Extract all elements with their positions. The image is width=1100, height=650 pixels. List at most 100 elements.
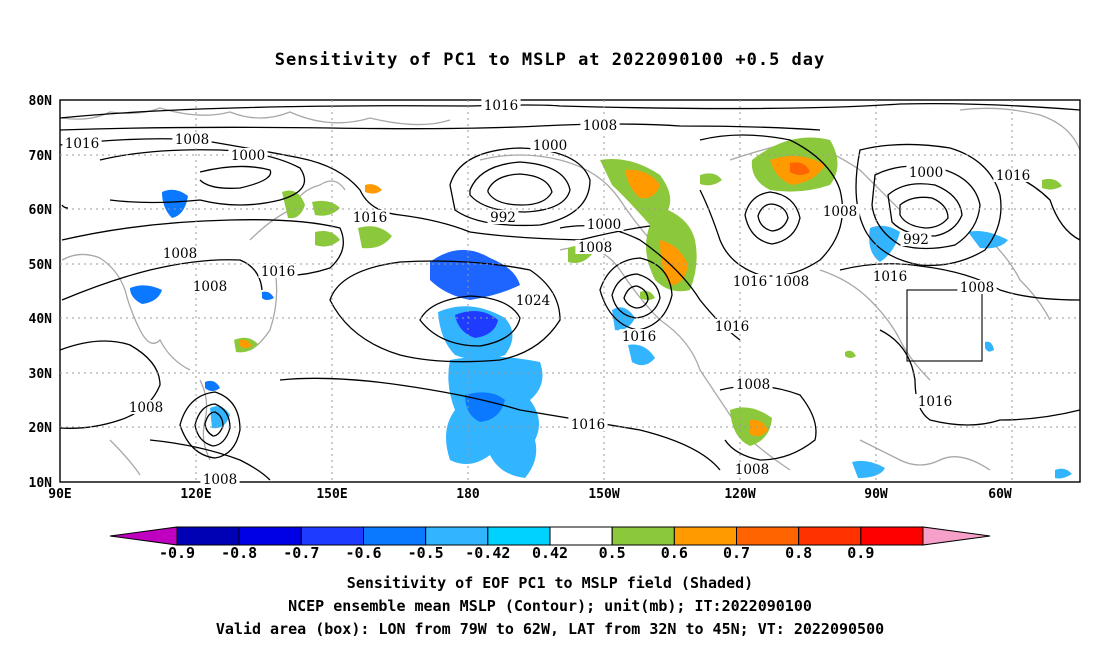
negative-region xyxy=(465,392,505,422)
positive-region xyxy=(700,173,722,186)
contour-label: 1016 xyxy=(65,136,99,152)
positive-region xyxy=(1042,178,1062,190)
lat-label: 70N xyxy=(29,149,53,164)
contour-label: 1008 xyxy=(175,132,209,148)
lat-label: 10N xyxy=(29,476,53,491)
contour-label: 1016 xyxy=(484,98,518,114)
lat-label: 50N xyxy=(29,258,53,273)
positive-region xyxy=(312,200,340,216)
colorbar-tick-label: 0.42 xyxy=(532,544,568,562)
contour-label: 1008 xyxy=(736,377,770,393)
negative-region xyxy=(968,231,1008,249)
colorbar-segment xyxy=(300,526,365,546)
contour-label-bg xyxy=(957,280,997,294)
colorbar: -0.9 -0.8 -0.7 -0.6 -0.5 -0.42 0.42 0.5 0.6 0.7 0.… xyxy=(109,526,991,562)
colorbar-min-arrow xyxy=(109,526,178,546)
colorbar-segment xyxy=(238,526,302,546)
positive-region xyxy=(845,350,856,358)
contour-label: 1016 xyxy=(733,274,767,290)
positive-region xyxy=(790,162,810,175)
caption-line-3: Valid area (box): LON from 79W to 62W, L… xyxy=(215,620,885,638)
contour-label: 1008 xyxy=(193,279,227,295)
colorbar-segment xyxy=(736,526,800,546)
lon-label: 120W xyxy=(724,487,755,502)
negative-region xyxy=(130,285,162,304)
lon-label: 150E xyxy=(316,487,347,502)
colorbar-tick-label: 0.8 xyxy=(785,544,812,562)
contour-label-bg xyxy=(126,400,166,414)
colorbar-segment xyxy=(549,526,613,546)
contour-label: 1008 xyxy=(203,472,237,488)
colorbar-tick-label: -0.9 xyxy=(159,544,195,562)
contour-label-bg xyxy=(487,210,519,224)
contour-label: 1008 xyxy=(578,240,612,256)
contour-label: 1008 xyxy=(735,462,769,478)
contour-label: 1008 xyxy=(775,274,809,290)
contour-label-bg xyxy=(160,246,200,260)
positive-region xyxy=(315,231,340,247)
contour-label-bg xyxy=(228,148,268,162)
contour-label-bg xyxy=(172,132,212,146)
contour-label-bg xyxy=(513,293,553,307)
contour-label-bg xyxy=(350,210,390,224)
contour-label-bg xyxy=(915,394,955,408)
contour-label-bg xyxy=(900,232,932,246)
contour-label: 1024 xyxy=(516,293,550,309)
contour-label-bg xyxy=(62,136,102,150)
colorbar-tick-label: -0.6 xyxy=(345,544,381,562)
contour-label-bg xyxy=(580,118,620,132)
negative-region xyxy=(852,460,885,478)
negative-region xyxy=(869,225,900,262)
contour-label: 1008 xyxy=(823,204,857,220)
caption-line-1: Sensitivity of EOF PC1 to MSLP field (Sh… xyxy=(346,574,754,592)
positive-region xyxy=(660,240,688,285)
lat-label: 60N xyxy=(29,203,53,218)
colorbar-segment xyxy=(487,526,551,546)
contour-label-bg xyxy=(730,274,770,288)
contour-label: 1008 xyxy=(163,246,197,262)
contour-label-bg xyxy=(190,279,230,293)
contour-label: 1016 xyxy=(873,269,907,285)
contour-label: 1000 xyxy=(533,138,567,154)
negative-region xyxy=(446,356,543,478)
contour-label: 1008 xyxy=(129,400,163,416)
contour-label-bg xyxy=(481,98,521,112)
colorbar-segment xyxy=(860,526,924,546)
contour-label-bg xyxy=(584,217,624,231)
contour-label: 1016 xyxy=(918,394,952,410)
contour-label: 992 xyxy=(490,210,516,226)
contour-label: 1016 xyxy=(571,417,605,433)
contour-label-bg xyxy=(732,462,772,476)
positive-region xyxy=(365,184,382,194)
colorbar-tick-label: 0.7 xyxy=(723,544,750,562)
negative-region xyxy=(262,291,274,300)
colorbar-tick-label: -0.5 xyxy=(408,544,444,562)
colorbar-tick-label: 0.9 xyxy=(847,544,874,562)
shaded-sensitivity xyxy=(130,137,1072,479)
positive-region xyxy=(750,419,768,437)
contour-label-bg xyxy=(712,319,752,333)
contour-label-bg xyxy=(200,472,240,486)
contour-label: 1016 xyxy=(996,168,1030,184)
map-title: Sensitivity of PC1 to MSLP at 2022090100… xyxy=(274,50,826,70)
contour-label-bg xyxy=(575,240,615,254)
lon-label: 60W xyxy=(988,487,1012,502)
colorbar-segment xyxy=(363,526,427,546)
negative-region xyxy=(162,189,188,218)
lat-axis: 80N 70N 60N 50N 40N 30N 20N 10N xyxy=(29,94,53,491)
contour-label: 1000 xyxy=(909,165,943,181)
valid-area-box xyxy=(906,289,983,362)
colorbar-segment xyxy=(176,526,240,546)
contour-label-bg xyxy=(530,138,570,152)
negative-region xyxy=(1055,468,1072,479)
lon-label: 90W xyxy=(864,487,888,502)
contour-label-bg xyxy=(619,329,659,343)
contour-label: 1008 xyxy=(583,118,617,134)
lat-label: 30N xyxy=(29,367,53,382)
contour-label-bg xyxy=(906,165,946,179)
lon-axis: 90E 120E 150E 180 150W 120W 90W 60W xyxy=(48,487,1012,502)
colorbar-segment xyxy=(611,526,675,546)
negative-region xyxy=(210,406,230,429)
lon-label: 180 xyxy=(456,487,480,502)
